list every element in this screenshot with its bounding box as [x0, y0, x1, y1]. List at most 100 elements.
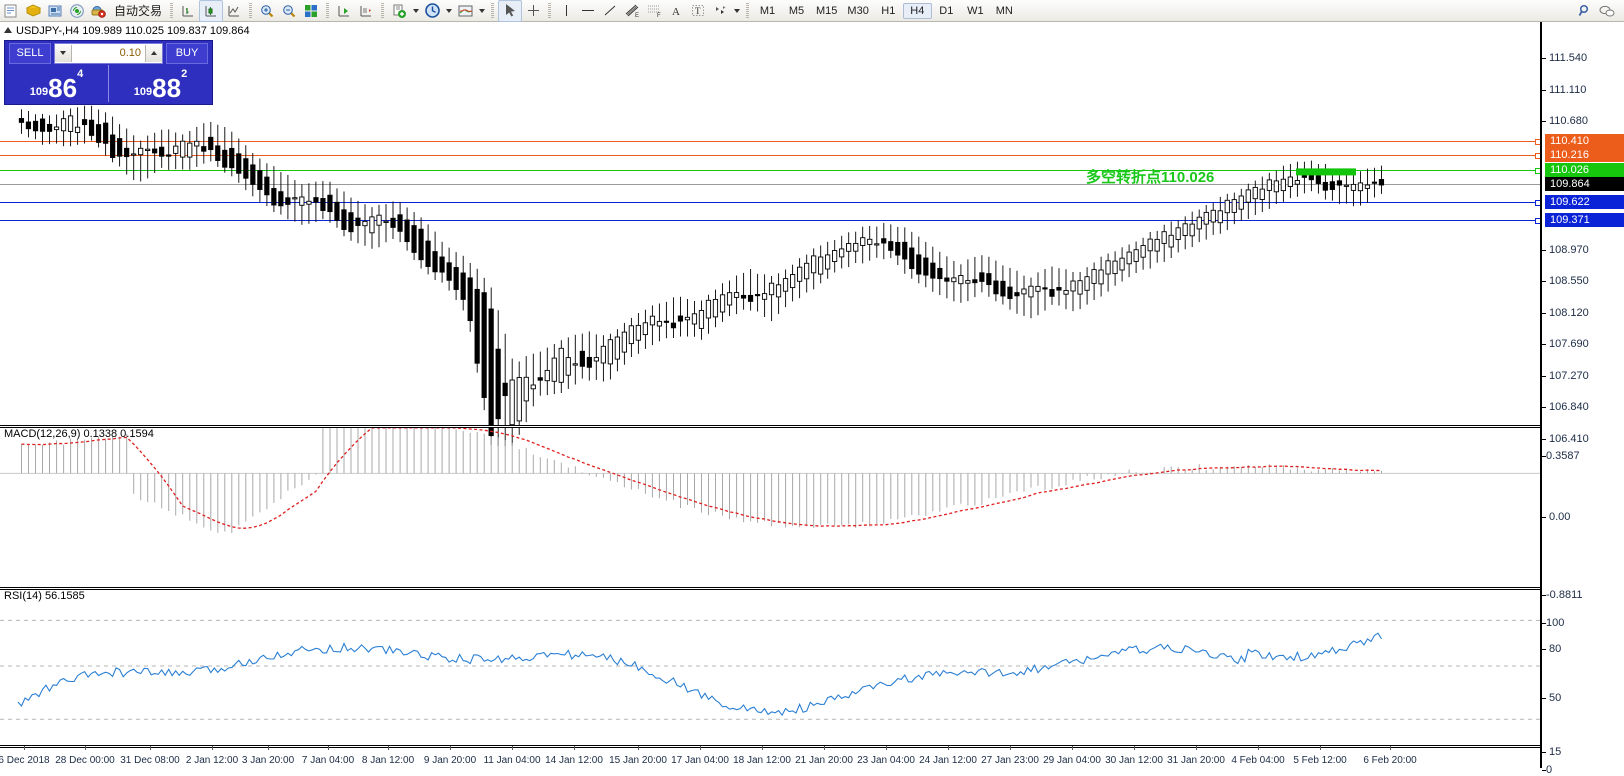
timeframe-w1[interactable]: W1 [967, 4, 984, 17]
zoom-in-icon[interactable] [256, 1, 278, 21]
horizontal-line-icon[interactable] [577, 1, 599, 21]
time-axis[interactable]: 6 Dec 2018 28 Dec 00:00 31 Dec 08:00 2 Jan … [0, 746, 1540, 768]
time-tick-label: 2 Jan 12:00 [185, 755, 239, 766]
candlestick-chart-icon[interactable] [199, 0, 224, 22]
time-tick-mark [268, 746, 269, 750]
timeframe-m5[interactable]: M5 [788, 4, 805, 17]
price-tag-resistance-1[interactable]: 110.216 [1545, 148, 1624, 162]
time-tick-label: 4 Feb 04:00 [1231, 755, 1285, 766]
time-axis-divider [0, 745, 1540, 748]
buy-quote[interactable]: 109 88 2 [109, 65, 212, 102]
price-line-support-2[interactable] [0, 218, 1540, 224]
zoom-out-icon[interactable] [278, 1, 300, 21]
vertical-line-icon[interactable] [555, 1, 577, 21]
chevron-down-icon[interactable] [731, 1, 742, 21]
bar-chart-icon[interactable] [177, 1, 199, 21]
price-tick: 107.690 [1542, 338, 1589, 350]
tile-windows-icon[interactable] [300, 1, 322, 21]
time-tick-label: 31 Jan 20:00 [1167, 755, 1225, 766]
timeframe-h1[interactable]: H1 [881, 4, 896, 17]
time-tick-mark [824, 746, 825, 750]
auto-scroll-icon[interactable] [333, 1, 355, 21]
one-click-top-row: SELL BUY [5, 41, 212, 65]
time-tick-mark [212, 746, 213, 750]
chevron-down-icon[interactable] [410, 1, 421, 21]
signals-icon[interactable] [66, 1, 88, 21]
symbol-info: USDJPY-,H4 109.989 110.025 109.837 109.8… [4, 25, 250, 37]
volume-input[interactable] [72, 46, 145, 60]
volume-decrease-icon[interactable] [55, 44, 72, 62]
time-tick-mark [638, 746, 639, 750]
line-handle[interactable] [1535, 218, 1540, 224]
line-chart-icon[interactable] [223, 1, 245, 21]
price-line-resistance-1[interactable] [0, 153, 1540, 159]
buy-price-sup: 2 [181, 68, 188, 80]
volume-stepper[interactable] [54, 42, 163, 64]
period-icon[interactable] [421, 1, 443, 21]
crosshair-icon[interactable] [522, 1, 544, 21]
shapes-icon[interactable] [709, 1, 731, 21]
sell-quote[interactable]: 109 86 4 [5, 65, 109, 102]
time-tick-mark [700, 746, 701, 750]
trendline-icon[interactable] [599, 1, 621, 21]
timeframe-mn[interactable]: MN [995, 4, 1013, 17]
price-line-current [0, 184, 1540, 185]
macd-label: MACD(12,26,9) 0.1338 0.1594 [4, 428, 154, 440]
chart-shift-icon[interactable] [355, 1, 377, 21]
price-tag-support-2[interactable]: 109.371 [1545, 213, 1624, 227]
market-icon[interactable] [88, 1, 110, 21]
chat-icon[interactable] [1596, 1, 1618, 21]
news-icon[interactable] [44, 1, 66, 21]
toolbar-separator [546, 2, 553, 19]
text-label-icon[interactable]: A [665, 1, 687, 21]
volume-increase-icon[interactable] [145, 44, 162, 62]
price-tag-pivot[interactable]: 110.026 [1545, 163, 1624, 177]
time-tick-label: 18 Jan 12:00 [733, 755, 791, 766]
collapse-icon[interactable] [4, 27, 12, 33]
timeframe-m30[interactable]: M30 [847, 4, 869, 17]
text-box-icon[interactable]: T [687, 1, 709, 21]
price-line-resistance-2[interactable] [0, 139, 1540, 145]
timeframe-m15[interactable]: M15 [816, 4, 838, 17]
timeframe-h4[interactable]: H4 [902, 2, 932, 19]
time-tick-mark [85, 746, 86, 750]
macd-series [0, 428, 1540, 534]
fibonacci-icon[interactable]: F [643, 1, 665, 21]
sell-price-big: 86 [48, 73, 78, 103]
line-handle[interactable] [1535, 153, 1540, 159]
timeframe-d1[interactable]: D1 [939, 4, 954, 17]
timeframe-m1[interactable]: M1 [759, 4, 776, 17]
line-handle[interactable] [1535, 139, 1540, 145]
indicator-icon[interactable] [454, 1, 476, 21]
sell-button[interactable]: SELL [9, 42, 51, 64]
equidistant-channel-icon[interactable]: E [621, 1, 643, 21]
buy-button[interactable]: BUY [166, 42, 208, 64]
chart-plot-area[interactable]: USDJPY-,H4 109.989 110.025 109.837 109.8… [0, 22, 1540, 768]
new-order-icon[interactable] [0, 1, 22, 21]
search-icon[interactable] [1574, 1, 1596, 21]
autotrade-label[interactable]: 自动交易 [114, 4, 163, 18]
price-tick: 108.120 [1542, 307, 1589, 319]
price-tag-support-1[interactable]: 109.622 [1545, 195, 1624, 209]
chart-annotation[interactable]: 多空转折点110.026 [1086, 169, 1215, 186]
price-tick: 106.410 [1542, 433, 1589, 445]
sell-price-prefix: 109 [29, 86, 49, 98]
one-click-quotes: 109 86 4 109 88 2 [5, 65, 212, 102]
add-template-icon[interactable] [388, 1, 410, 21]
time-tick-mark [1134, 746, 1135, 750]
rsi-label: RSI(14) 56.1585 [4, 590, 85, 602]
price-line-support-1[interactable] [0, 200, 1540, 206]
chevron-down-icon[interactable] [476, 1, 487, 21]
book-icon[interactable] [22, 1, 44, 21]
cursor-icon[interactable] [498, 0, 523, 22]
svg-text:E: E [635, 13, 639, 19]
price-tag-resistance-2[interactable]: 110.410 [1545, 134, 1624, 148]
svg-text:A: A [672, 6, 680, 18]
line-handle[interactable] [1535, 168, 1540, 174]
price-line-pivot[interactable] [0, 168, 1540, 174]
chevron-down-icon[interactable] [443, 1, 454, 21]
chart-window[interactable]: 111.540 111.110 110.680 108.970 108.550 … [0, 22, 1624, 776]
time-tick-label: 8 Jan 12:00 [361, 755, 415, 766]
line-handle[interactable] [1535, 200, 1540, 206]
